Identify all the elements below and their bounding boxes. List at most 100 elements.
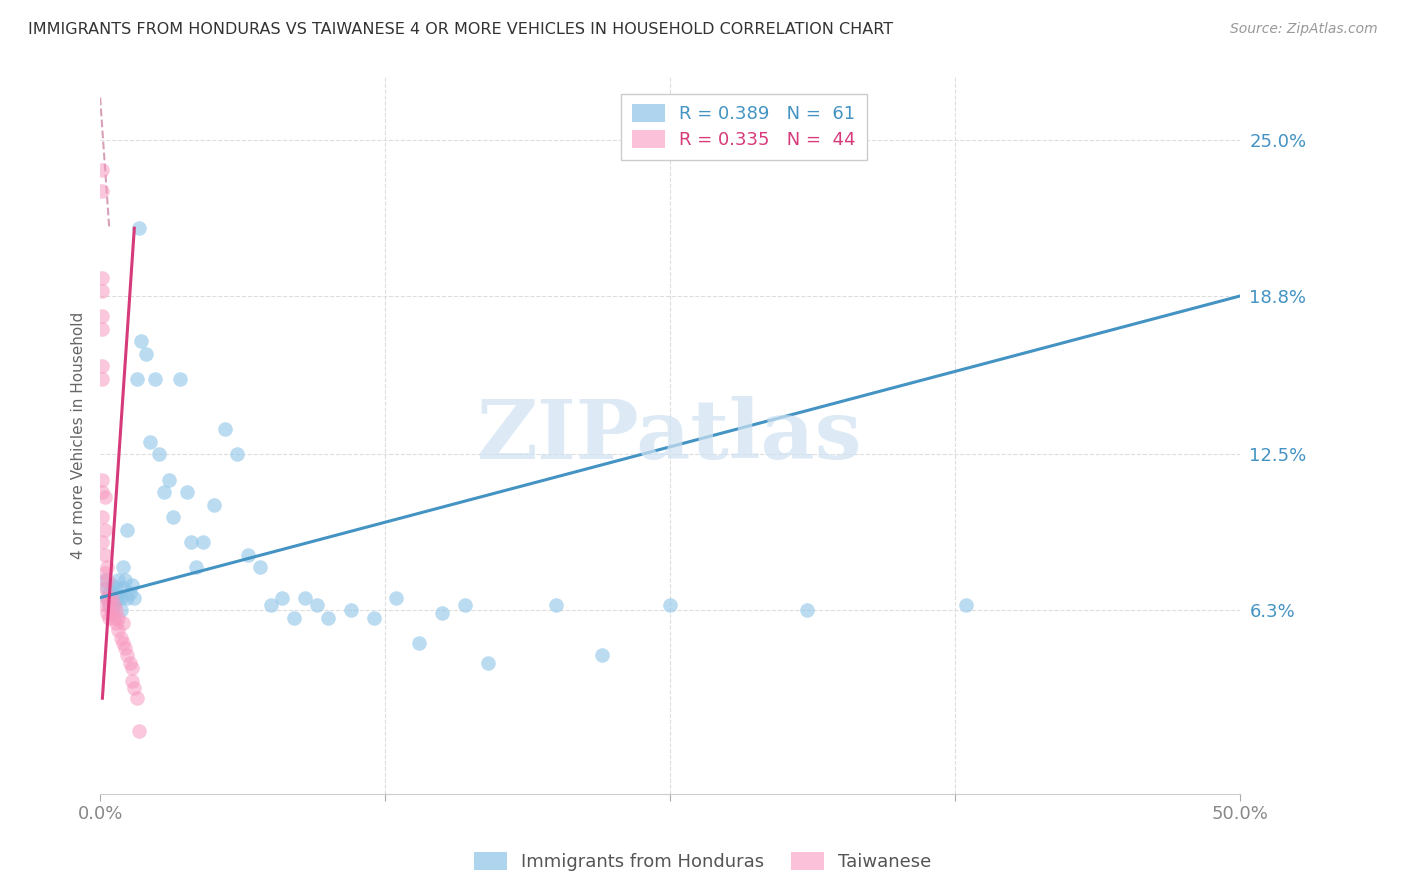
Point — [191, 535, 214, 549]
Point — [184, 560, 207, 574]
Point — [125, 691, 148, 706]
Point — [111, 581, 134, 595]
Point — [477, 656, 499, 670]
Point — [98, 585, 121, 599]
Point — [249, 560, 271, 574]
Point — [91, 184, 114, 198]
Point — [107, 573, 129, 587]
Point — [283, 611, 305, 625]
Point — [139, 434, 162, 449]
Point — [93, 598, 115, 612]
Point — [91, 163, 114, 178]
Point — [125, 372, 148, 386]
Point — [124, 591, 146, 605]
Point — [103, 598, 125, 612]
Point — [96, 573, 118, 587]
Point — [143, 372, 166, 386]
Point — [93, 581, 115, 595]
Point — [430, 606, 453, 620]
Point — [107, 591, 129, 605]
Point — [294, 591, 316, 605]
Point — [93, 566, 115, 580]
Point — [260, 598, 283, 612]
Point — [103, 611, 125, 625]
Point — [955, 598, 977, 612]
Point — [91, 485, 114, 500]
Point — [796, 603, 818, 617]
Point — [93, 523, 115, 537]
Point — [96, 581, 118, 595]
Point — [316, 611, 339, 625]
Point — [117, 591, 139, 605]
Text: Source: ZipAtlas.com: Source: ZipAtlas.com — [1230, 22, 1378, 37]
Point — [591, 648, 613, 663]
Point — [93, 548, 115, 562]
Point — [98, 598, 121, 612]
Y-axis label: 4 or more Vehicles in Household: 4 or more Vehicles in Household — [72, 312, 86, 559]
Point — [129, 334, 152, 349]
Point — [98, 598, 121, 612]
Point — [105, 581, 128, 595]
Point — [100, 578, 122, 592]
Text: ZIPatlas: ZIPatlas — [477, 395, 863, 475]
Point — [111, 636, 134, 650]
Point — [100, 591, 122, 605]
Point — [100, 591, 122, 605]
Point — [96, 560, 118, 574]
Point — [110, 603, 132, 617]
Point — [238, 548, 260, 562]
Point — [162, 510, 184, 524]
Point — [385, 591, 408, 605]
Point — [176, 485, 198, 500]
Point — [105, 591, 128, 605]
Point — [180, 535, 202, 549]
Point — [103, 598, 125, 612]
Point — [408, 636, 430, 650]
Point — [105, 615, 128, 630]
Point — [340, 603, 363, 617]
Point — [148, 447, 170, 461]
Point — [271, 591, 294, 605]
Point — [105, 603, 128, 617]
Point — [544, 598, 567, 612]
Point — [100, 606, 122, 620]
Text: IMMIGRANTS FROM HONDURAS VS TAIWANESE 4 OR MORE VEHICLES IN HOUSEHOLD CORRELATIO: IMMIGRANTS FROM HONDURAS VS TAIWANESE 4 … — [28, 22, 893, 37]
Point — [91, 284, 114, 298]
Point — [114, 640, 136, 655]
Point — [93, 490, 115, 504]
Point — [91, 359, 114, 374]
Point — [91, 510, 114, 524]
Point — [214, 422, 236, 436]
Point — [103, 585, 125, 599]
Point — [363, 611, 385, 625]
Point — [93, 573, 115, 587]
Point — [117, 523, 139, 537]
Point — [117, 648, 139, 663]
Point — [111, 560, 134, 574]
Point — [124, 681, 146, 695]
Point — [118, 585, 141, 599]
Point — [107, 611, 129, 625]
Point — [118, 656, 141, 670]
Point — [98, 591, 121, 605]
Point — [121, 578, 143, 592]
Point — [91, 309, 114, 323]
Point — [91, 322, 114, 336]
Point — [91, 271, 114, 285]
Point — [91, 372, 114, 386]
Point — [169, 372, 191, 386]
Point — [96, 591, 118, 605]
Point — [98, 611, 121, 625]
Point — [305, 598, 328, 612]
Point — [91, 473, 114, 487]
Point — [202, 498, 225, 512]
Point — [121, 673, 143, 688]
Point — [114, 573, 136, 587]
Point — [454, 598, 477, 612]
Point — [110, 631, 132, 645]
Point — [107, 624, 129, 638]
Point — [225, 447, 247, 461]
Legend: Immigrants from Honduras, Taiwanese: Immigrants from Honduras, Taiwanese — [467, 846, 939, 879]
Point — [96, 606, 118, 620]
Point — [153, 485, 176, 500]
